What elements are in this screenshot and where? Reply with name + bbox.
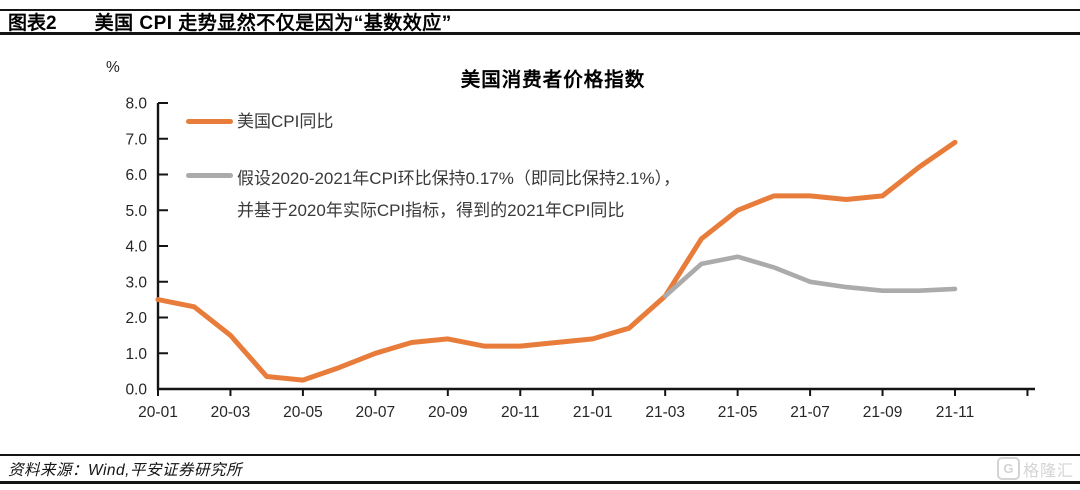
legend-item-cpi-yoy: 美国CPI同比 (186, 111, 333, 132)
y-tick-label: 2.0 (125, 310, 147, 327)
legend-item-hypothetical: 假设2020-2021年CPI环比保持0.17%（即同比保持2.1%）， 并基于… (186, 165, 680, 226)
figure-header: 图表2 美国 CPI 走势显然不仅是因为“基数效应” (0, 9, 1080, 35)
legend-label-hypothetical: 假设2020-2021年CPI环比保持0.17%（即同比保持2.1%）， 并基于… (237, 163, 680, 226)
y-tick-label: 5.0 (125, 203, 147, 220)
x-tick-label: 20-05 (283, 404, 323, 421)
y-tick-label: 1.0 (125, 346, 147, 363)
figure-footer: 资料来源：Wind,平安证券研究所 G 格隆汇 (0, 454, 1080, 484)
x-tick-label: 21-11 (936, 404, 975, 421)
data-source-note: 资料来源：Wind,平安证券研究所 (8, 461, 242, 479)
x-tick-label: 20-09 (428, 404, 468, 421)
x-tick-label: 21-03 (645, 404, 685, 421)
legend-label-hypothetical-line1: 假设2020-2021年CPI环比保持0.17%（即同比保持2.1%）， (237, 169, 681, 188)
figure-title: 美国 CPI 走势显然不仅是因为“基数效应” (94, 13, 452, 34)
figure-number-label: 图表2 (8, 13, 57, 34)
y-tick-label: 6.0 (125, 167, 147, 184)
gelonghui-logo-icon: G (996, 457, 1020, 480)
legend-swatch-cpi-yoy (186, 119, 233, 124)
y-axis-unit-label: % (106, 59, 120, 76)
y-tick-label: 8.0 (125, 96, 147, 113)
legend-label-hypothetical-line2: 并基于2020年实际CPI指标，得到的2021年CPI同比 (237, 200, 625, 220)
x-tick-label: 20-07 (356, 404, 396, 421)
y-tick-label: 4.0 (125, 239, 147, 256)
y-tick-label: 0.0 (125, 382, 147, 399)
legend-label-cpi-yoy: 美国CPI同比 (237, 112, 334, 131)
y-tick-label: 7.0 (125, 131, 147, 148)
x-tick-label: 21-01 (573, 404, 613, 421)
chart-title: 美国消费者价格指数 (460, 69, 646, 91)
gelonghui-logo-text: 格隆汇 (1022, 462, 1074, 480)
x-tick-label: 21-05 (718, 404, 758, 421)
x-tick-label: 21-09 (863, 404, 903, 421)
y-tick-label: 3.0 (125, 274, 147, 291)
x-tick-label: 21-07 (790, 404, 830, 421)
x-tick-label: 20-01 (138, 404, 178, 421)
gelonghui-watermark: G 格隆汇 (996, 457, 1074, 481)
x-tick-label: 20-11 (501, 404, 540, 421)
hypothetical-cpi-line (662, 254, 958, 299)
axis-lines (156, 103, 1035, 391)
x-tick-label: 20-03 (211, 404, 251, 421)
legend-swatch-hypothetical (186, 173, 233, 178)
